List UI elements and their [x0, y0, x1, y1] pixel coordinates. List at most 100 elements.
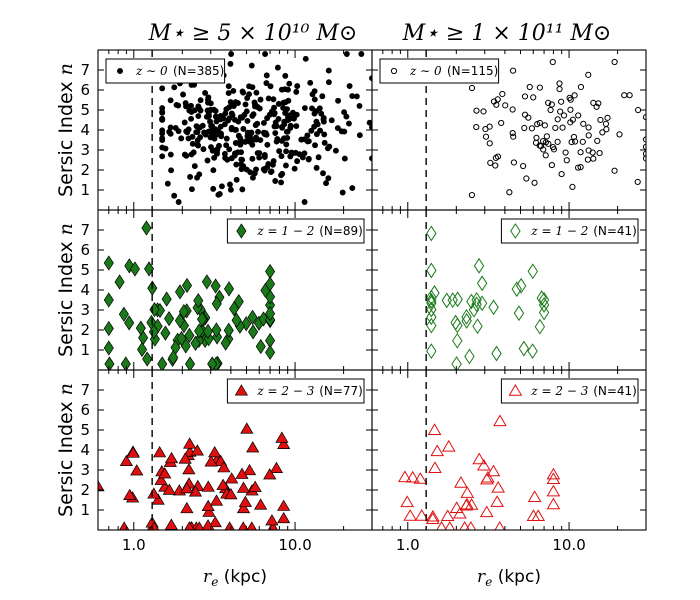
data-point [162, 483, 176, 495]
data-point [426, 225, 437, 242]
column-title-left: M⋆ ≥ 5 × 10¹⁰ M⊙ [148, 21, 358, 46]
data-point [275, 116, 282, 122]
data-point [282, 99, 289, 106]
data-point [486, 464, 501, 477]
data-point [171, 84, 178, 91]
data-point [560, 112, 568, 119]
x-tick-label: 10.0 [278, 536, 311, 554]
data-point [556, 80, 563, 87]
legend-redshift: z = 1 − 2 [530, 224, 588, 238]
legend-count: (N=41) [593, 384, 637, 398]
data-point [293, 123, 300, 129]
data-point [231, 312, 242, 328]
data-point [491, 480, 506, 493]
data-point [425, 512, 440, 524]
data-point [240, 163, 247, 170]
data-point [167, 124, 174, 131]
data-point [267, 83, 274, 90]
data-point [240, 125, 247, 132]
data-point [430, 444, 445, 457]
data-point [257, 96, 264, 103]
data-point [345, 120, 352, 127]
data-point [282, 72, 289, 79]
data-point [168, 167, 175, 174]
y-tick-label: 3 [80, 301, 90, 319]
data-point [321, 139, 328, 146]
data-point [197, 311, 208, 327]
data-point [291, 165, 298, 172]
data-point [227, 60, 234, 67]
data-point [135, 320, 146, 336]
data-point [159, 153, 166, 160]
data-point [220, 335, 231, 351]
data-point [585, 71, 592, 78]
data-point [472, 318, 483, 335]
data-point [193, 129, 200, 136]
data-point [413, 472, 428, 484]
data-point [289, 150, 296, 157]
data-point [541, 122, 548, 129]
y-axis-label-text: Sersic Index [55, 395, 77, 517]
data-point [325, 67, 332, 74]
data-point [426, 343, 437, 360]
data-point [426, 309, 437, 326]
data-point [247, 138, 254, 145]
y-tick-label: 1 [80, 181, 90, 199]
data-point [276, 148, 283, 155]
data-point [167, 97, 174, 104]
data-point [488, 299, 499, 316]
data-point [202, 505, 216, 517]
data-point [523, 175, 530, 182]
data-point [103, 320, 114, 337]
data-point [188, 186, 195, 193]
data-point [190, 444, 204, 456]
data-point [274, 64, 281, 71]
data-point [520, 162, 527, 170]
data-point [210, 167, 217, 174]
data-point [321, 131, 328, 138]
data-point [204, 455, 218, 467]
data-point [162, 145, 169, 152]
data-point [287, 125, 294, 131]
data-point [181, 119, 188, 126]
data-point [460, 486, 475, 498]
data-point [353, 93, 360, 100]
legend-count: (N=41) [593, 224, 637, 238]
data-point [436, 521, 447, 530]
x-axis-label-sub: e [211, 575, 218, 589]
data-point [210, 185, 217, 192]
data-point [232, 150, 238, 157]
data-point [191, 107, 198, 114]
legend: z = 1 − 2 (N=41) [500, 218, 639, 244]
data-point [301, 150, 308, 157]
data-point [334, 125, 341, 132]
data-point [426, 301, 437, 318]
data-point [298, 136, 305, 143]
data-points [468, 58, 646, 199]
data-point [403, 509, 418, 521]
data-point [224, 488, 238, 500]
data-point [293, 88, 300, 95]
data-point [585, 132, 592, 139]
data-point [527, 490, 542, 502]
data-point [278, 179, 285, 186]
data-point [171, 192, 178, 199]
data-point [286, 80, 293, 87]
data-point [194, 323, 205, 339]
data-point [318, 110, 325, 117]
data-point [538, 291, 550, 308]
data-point [235, 118, 242, 125]
data-point [549, 58, 556, 66]
data-point [311, 96, 318, 103]
data-point [224, 156, 231, 163]
data-point [312, 142, 318, 149]
data-point [164, 180, 171, 187]
data-point [366, 119, 372, 126]
data-point [589, 149, 596, 156]
data-point [304, 132, 311, 139]
y-tick-label: 6 [80, 401, 90, 419]
data-point [511, 281, 522, 298]
data-point [545, 140, 552, 147]
panel-r2-c1: 1 2 3 4 5 6 7 z = 1 − 2 (N=89) [80, 209, 373, 371]
data-point [452, 317, 463, 334]
